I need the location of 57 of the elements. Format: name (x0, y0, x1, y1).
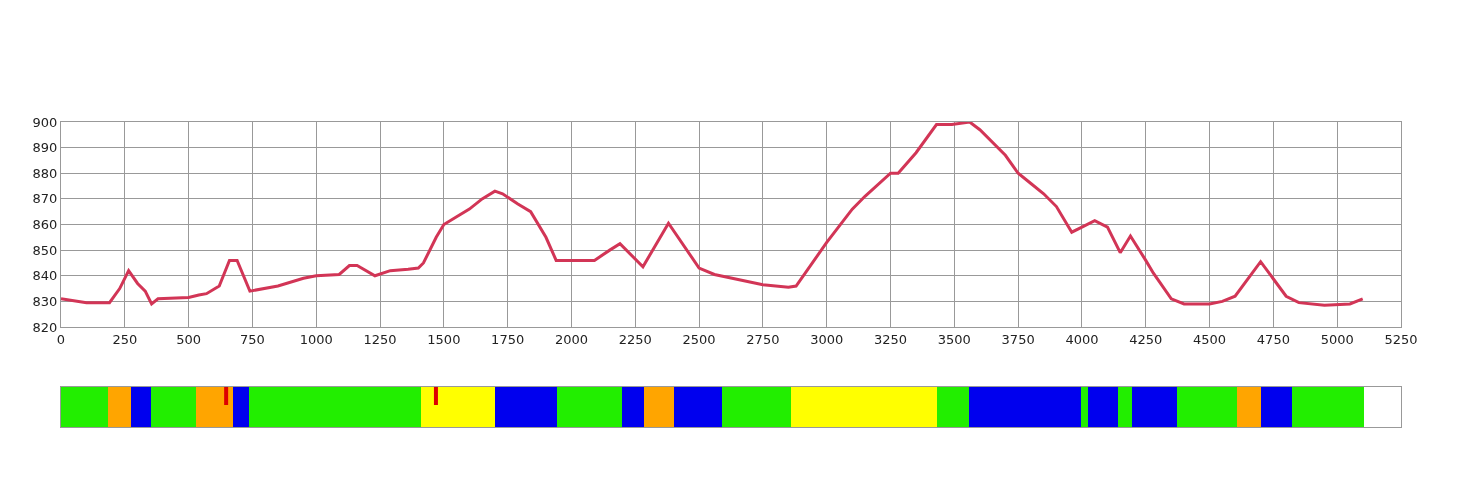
y-tick-label: 900 (32, 114, 58, 130)
bar (249, 387, 422, 427)
bar (622, 387, 645, 427)
x-tick-label: 0 (56, 331, 66, 347)
bar (1177, 387, 1238, 427)
bar (130, 387, 152, 427)
y-tick-label: 880 (32, 165, 58, 181)
x-tick-label: 3750 (1001, 331, 1035, 347)
bar (1081, 387, 1089, 427)
x-tick-label: 5000 (1320, 331, 1354, 347)
x-tick-label: 3250 (873, 331, 908, 347)
y-tick-label: 850 (32, 242, 58, 258)
x-tick-label: 4750 (1256, 331, 1290, 347)
bar (790, 387, 938, 427)
x-tick-label: 2750 (746, 331, 780, 347)
x-tick-label: 500 (176, 331, 202, 347)
bar (151, 387, 197, 427)
bar (1237, 387, 1262, 427)
x-tick-label: 750 (240, 331, 265, 347)
y-tick-label: 820 (32, 319, 58, 335)
bar (1292, 387, 1365, 427)
x-tick-label: 4500 (1193, 331, 1227, 347)
x-tick-label: 1000 (299, 331, 333, 347)
x-tick-label: 4250 (1129, 331, 1163, 347)
bar (1261, 387, 1293, 427)
x-tick-label: 5250 (1384, 331, 1418, 347)
bar (196, 387, 234, 427)
x-tick-label: 3500 (937, 331, 971, 347)
bar (495, 387, 558, 427)
bar (1132, 387, 1178, 427)
bar (1118, 387, 1133, 427)
x-tick-label: 3000 (810, 331, 844, 347)
x-tick-label: 1750 (491, 331, 525, 347)
y-tick-label: 830 (32, 293, 58, 309)
line-series (61, 122, 1365, 307)
bar (1088, 387, 1119, 427)
y-tick-label: 860 (32, 217, 58, 233)
y-tick-label: 890 (32, 140, 58, 156)
x-tick-label: 1250 (363, 331, 397, 347)
x-tick-label: 2250 (618, 331, 652, 347)
bar (674, 387, 723, 427)
bar (722, 387, 791, 427)
bar (233, 387, 250, 427)
x-tick-label: 2500 (682, 331, 716, 347)
bar (421, 387, 496, 427)
bar (557, 387, 623, 427)
bar (107, 387, 131, 427)
y-tick-label: 870 (32, 191, 58, 207)
bar (937, 387, 970, 427)
x-tick-label: 250 (112, 331, 138, 347)
y-tick-label: 840 (32, 268, 58, 284)
bar (644, 387, 675, 427)
x-tick-label: 2000 (554, 331, 589, 347)
bar (969, 387, 1082, 427)
x-tick-label: 4000 (1065, 331, 1099, 347)
bar (61, 387, 108, 427)
x-tick-label: 1500 (427, 331, 461, 347)
